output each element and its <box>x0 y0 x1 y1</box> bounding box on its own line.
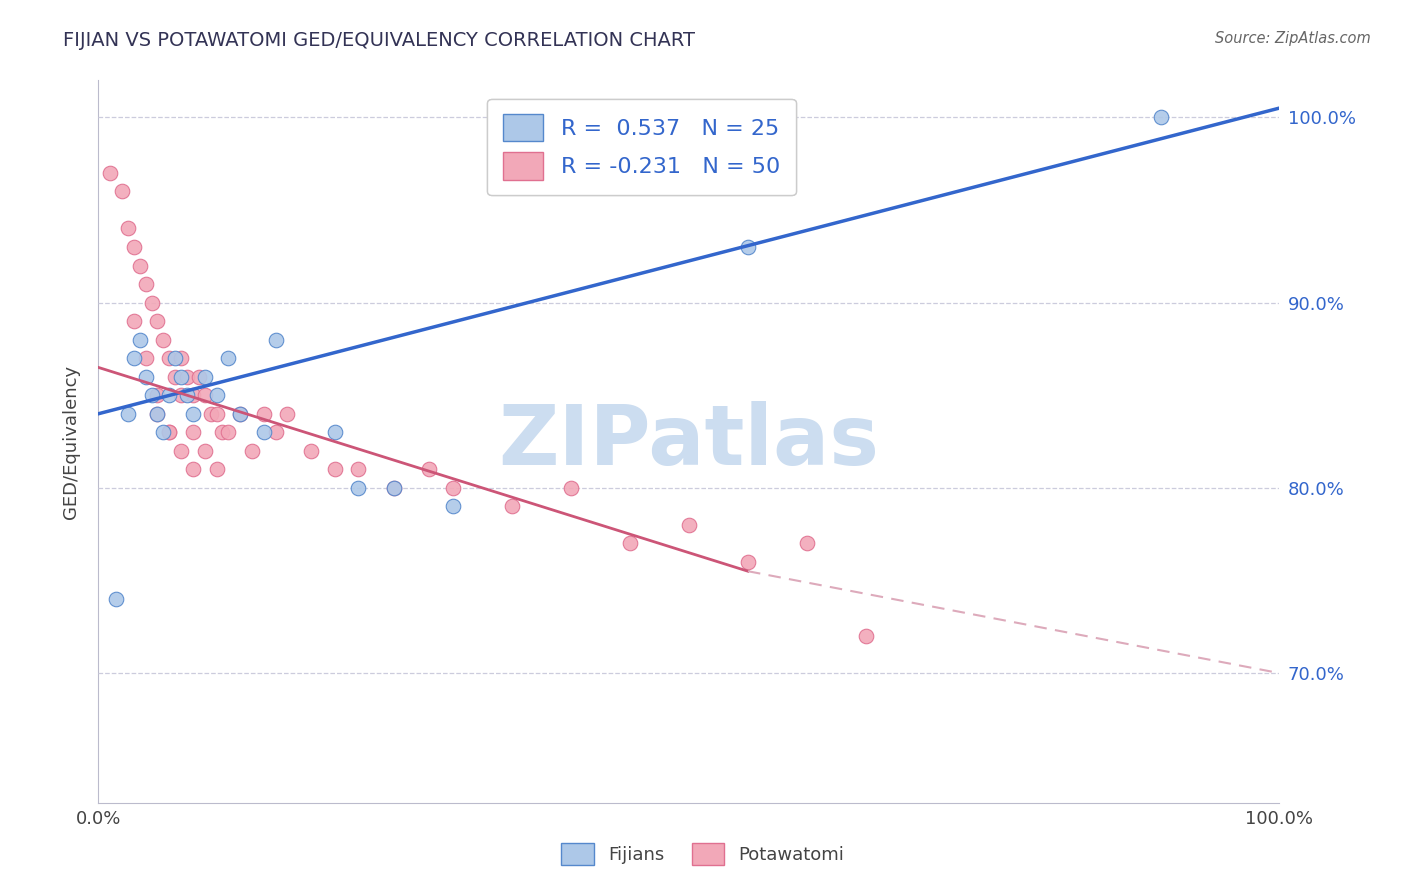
Point <box>347 481 370 495</box>
Point <box>165 351 187 366</box>
Point <box>135 369 157 384</box>
Point <box>111 185 134 199</box>
Point <box>194 369 217 384</box>
Point <box>170 388 193 402</box>
Point <box>146 314 169 328</box>
Legend: Fijians, Potawatomi: Fijians, Potawatomi <box>553 834 853 874</box>
Point <box>157 425 180 440</box>
Point <box>181 425 204 440</box>
Point <box>135 277 157 291</box>
Point <box>678 517 700 532</box>
Point <box>117 221 139 235</box>
Point <box>560 481 582 495</box>
Point <box>157 351 180 366</box>
Point <box>141 295 163 310</box>
Point <box>323 462 346 476</box>
Point <box>501 500 523 514</box>
Point <box>240 443 263 458</box>
Point <box>217 351 239 366</box>
Point <box>229 407 252 421</box>
Point <box>181 407 204 421</box>
Point <box>128 259 150 273</box>
Text: FIJIAN VS POTAWATOMI GED/EQUIVALENCY CORRELATION CHART: FIJIAN VS POTAWATOMI GED/EQUIVALENCY COR… <box>63 31 696 50</box>
Point <box>323 425 346 440</box>
Point <box>737 555 759 569</box>
Point <box>382 481 405 495</box>
Point <box>122 314 145 328</box>
Point <box>128 333 150 347</box>
Point <box>157 388 180 402</box>
Point <box>855 629 877 643</box>
Point <box>299 443 322 458</box>
Point <box>211 425 233 440</box>
Point <box>170 443 193 458</box>
Point <box>135 351 157 366</box>
Point <box>176 369 198 384</box>
Point <box>181 462 204 476</box>
Point <box>441 500 464 514</box>
Point <box>122 351 145 366</box>
Point <box>205 407 228 421</box>
Point <box>217 425 239 440</box>
Point <box>264 333 287 347</box>
Legend: R =  0.537   N = 25, R = -0.231   N = 50: R = 0.537 N = 25, R = -0.231 N = 50 <box>488 99 796 195</box>
Point <box>205 462 228 476</box>
Point <box>1150 111 1173 125</box>
Point <box>152 425 174 440</box>
Point <box>418 462 440 476</box>
Point <box>382 481 405 495</box>
Point <box>176 388 198 402</box>
Point <box>205 388 228 402</box>
Point <box>194 388 217 402</box>
Point <box>347 462 370 476</box>
Point <box>98 166 121 180</box>
Point <box>141 388 163 402</box>
Point <box>152 333 174 347</box>
Point <box>146 407 169 421</box>
Point <box>165 369 187 384</box>
Point <box>181 388 204 402</box>
Point <box>441 481 464 495</box>
Point <box>796 536 818 550</box>
Point <box>229 407 252 421</box>
Point <box>122 240 145 254</box>
Y-axis label: GED/Equivalency: GED/Equivalency <box>62 365 80 518</box>
Point <box>157 425 180 440</box>
Point <box>117 407 139 421</box>
Point <box>200 407 222 421</box>
Point <box>146 388 169 402</box>
Point <box>146 407 169 421</box>
Point <box>194 443 217 458</box>
Point <box>276 407 298 421</box>
Point <box>264 425 287 440</box>
Point <box>187 369 209 384</box>
Point <box>170 369 193 384</box>
Text: Source: ZipAtlas.com: Source: ZipAtlas.com <box>1215 31 1371 46</box>
Point <box>253 407 276 421</box>
Text: ZIPatlas: ZIPatlas <box>499 401 879 482</box>
Point <box>170 351 193 366</box>
Point <box>105 592 128 607</box>
Point <box>737 240 759 254</box>
Point <box>253 425 276 440</box>
Point <box>619 536 641 550</box>
